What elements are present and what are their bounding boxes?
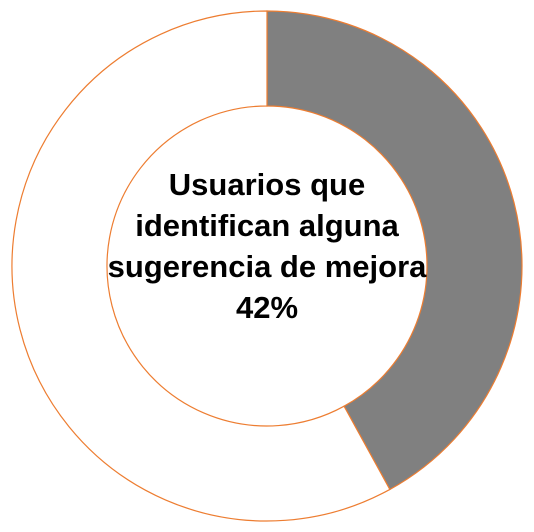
center-label: Usuarios que identifican alguna sugerenc…	[102, 164, 432, 328]
pie-segment	[266, 10, 523, 491]
value-label: 42%	[235, 290, 299, 325]
chart-title: Usuarios que identifican alguna sugerenc…	[107, 167, 427, 284]
pie-segment	[11, 10, 391, 522]
